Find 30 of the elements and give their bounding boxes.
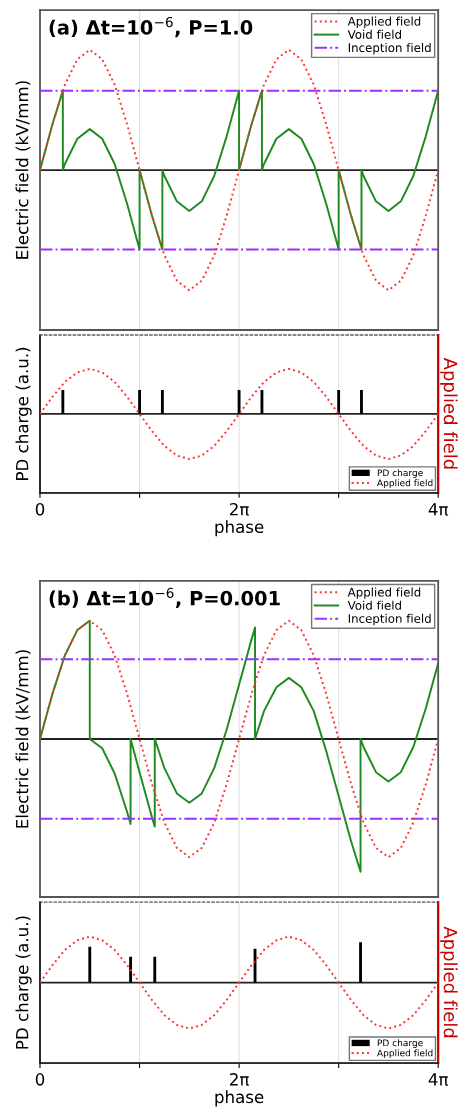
legend-label: Inception field (348, 42, 431, 55)
legend-label: Void field (347, 600, 401, 610)
chart-title: (b) Δt=10$^{−6}$, P=0.001 (49, 587, 280, 609)
legend-label: PD charge (377, 1039, 423, 1048)
legend-label: Applied field (377, 1049, 433, 1059)
y-axis-title: PD charge (a.u.) (15, 347, 32, 480)
legend-label: Applied field (377, 479, 433, 488)
legend-label: Inception field (348, 613, 431, 626)
legend-label: Applied field (347, 587, 421, 599)
x-tick-label: 4π (428, 1073, 449, 1086)
bar (88, 946, 92, 983)
x-tick-label: 0 (35, 1073, 45, 1086)
y2-axis-title: Applied field (440, 357, 458, 469)
bar (129, 956, 133, 983)
x-axis-title: phase (215, 1090, 264, 1107)
y-axis-title: Electric field (kV/mm) (15, 650, 31, 828)
x-tick-label: 0 (35, 502, 45, 516)
y-axis-title: PD charge (a.u.) (15, 916, 32, 1049)
legend-label: Applied field (347, 16, 421, 28)
legend-label: Void field (347, 29, 401, 39)
x-tick-label: 4π (428, 503, 449, 516)
y2-axis-title: Applied field (440, 926, 458, 1038)
x-tick-label: 2π (230, 1073, 249, 1086)
x-tick-label: 2π (230, 502, 249, 516)
bar (153, 956, 157, 983)
y-axis-title: Electric field (kV/mm) (15, 81, 31, 259)
bar (359, 942, 362, 983)
x-axis-title: phase (215, 520, 264, 537)
legend-label: PD charge (377, 469, 423, 478)
chart-title: (a) Δt=10$^{−6}$, P=1.0 (49, 16, 253, 38)
